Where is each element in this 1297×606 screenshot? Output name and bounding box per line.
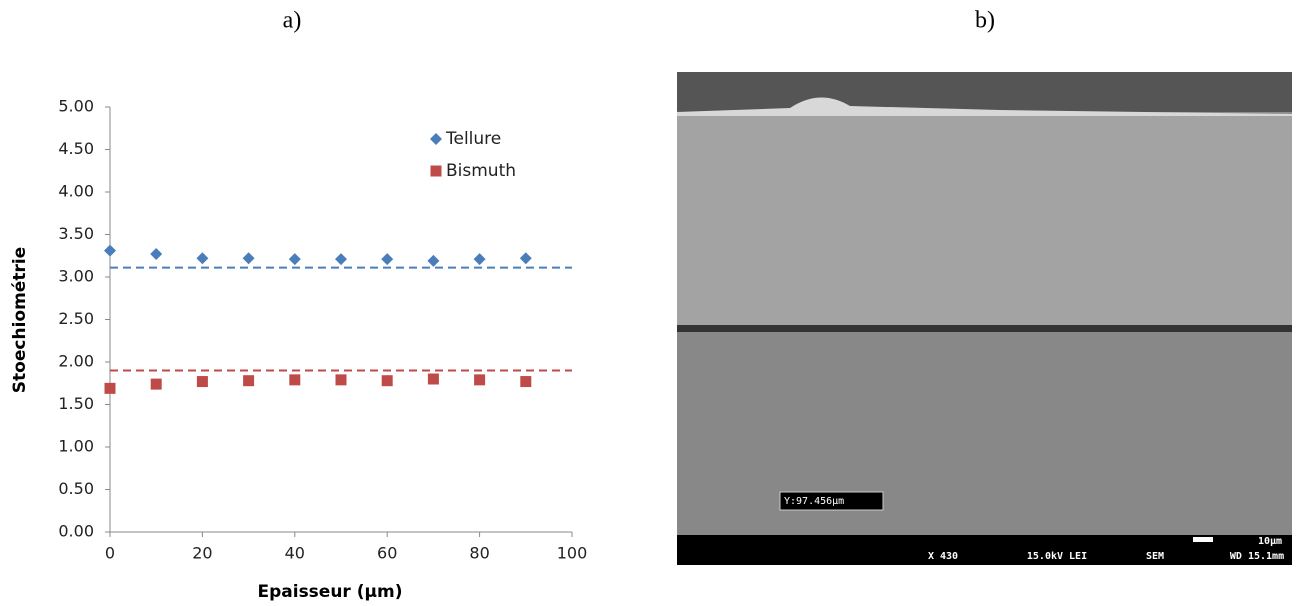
measurement-box bbox=[779, 491, 884, 511]
sem-info: X 430 bbox=[928, 551, 958, 562]
y-tick-label: 2.00 bbox=[58, 352, 94, 371]
point bbox=[520, 376, 532, 388]
panel-label: b) bbox=[975, 8, 995, 34]
sem-interface bbox=[677, 325, 1292, 332]
y-tick-label: 4.50 bbox=[58, 139, 94, 158]
x-axis-title: Epaisseur (µm) bbox=[257, 582, 402, 602]
point bbox=[242, 252, 255, 265]
sem-edge bbox=[677, 97, 1292, 118]
scale-label: 10µm bbox=[1258, 536, 1282, 547]
sem-upper-layer bbox=[677, 116, 1292, 326]
y-tick-label: 4.00 bbox=[58, 182, 94, 201]
point bbox=[104, 244, 116, 257]
x-tick-label: 0 bbox=[105, 544, 115, 563]
y-tick-label: 0.00 bbox=[58, 522, 94, 541]
point bbox=[243, 375, 255, 387]
y-tick-label: 2.50 bbox=[58, 309, 94, 328]
point bbox=[381, 375, 393, 387]
sem-info: SEM bbox=[1146, 551, 1164, 562]
point bbox=[335, 374, 347, 386]
point bbox=[427, 373, 439, 385]
point bbox=[150, 248, 163, 261]
y-tick-label: 3.00 bbox=[58, 267, 94, 286]
y-tick-label: 1.50 bbox=[58, 394, 94, 413]
sem-image: Y:97.456µm 10µm X 430 15.0kV LEI SEM WD … bbox=[677, 72, 1292, 565]
sem-lower-layer bbox=[677, 332, 1292, 535]
legend-marker bbox=[430, 133, 442, 145]
x-tick-label: 80 bbox=[469, 544, 489, 563]
y-axis-title: Stoechiométrie bbox=[10, 247, 30, 393]
panel-label: a) bbox=[283, 8, 302, 34]
y-tick-label: 3.50 bbox=[58, 224, 94, 243]
point bbox=[381, 253, 394, 266]
sem-info: WD 15.1mm bbox=[1230, 551, 1284, 562]
y-tick-label: 5.00 bbox=[58, 97, 94, 116]
sem-top-layer bbox=[677, 72, 1292, 112]
x-tick-label: 60 bbox=[377, 544, 397, 563]
point bbox=[150, 378, 162, 390]
point bbox=[427, 254, 440, 267]
legend-marker bbox=[430, 165, 442, 177]
point bbox=[473, 253, 486, 266]
x-tick-label: 40 bbox=[285, 544, 305, 563]
scale-bar bbox=[1193, 537, 1213, 542]
y-tick-label: 0.50 bbox=[58, 479, 94, 498]
point bbox=[104, 382, 116, 394]
x-tick-label: 20 bbox=[192, 544, 212, 563]
legend-label: Bismuth bbox=[446, 161, 516, 181]
point bbox=[289, 374, 301, 386]
sem-info: 15.0kV LEI bbox=[1027, 551, 1087, 562]
point bbox=[474, 374, 486, 386]
x-tick-label: 100 bbox=[557, 544, 588, 563]
point bbox=[335, 253, 347, 266]
point bbox=[519, 252, 532, 265]
y-tick-label: 1.00 bbox=[58, 437, 94, 456]
point bbox=[288, 253, 301, 266]
sem-info-bar bbox=[677, 535, 1292, 565]
point bbox=[196, 252, 209, 265]
legend-label: Tellure bbox=[445, 129, 501, 149]
point bbox=[196, 376, 208, 388]
measurement: Y:97.456µm bbox=[784, 496, 844, 507]
